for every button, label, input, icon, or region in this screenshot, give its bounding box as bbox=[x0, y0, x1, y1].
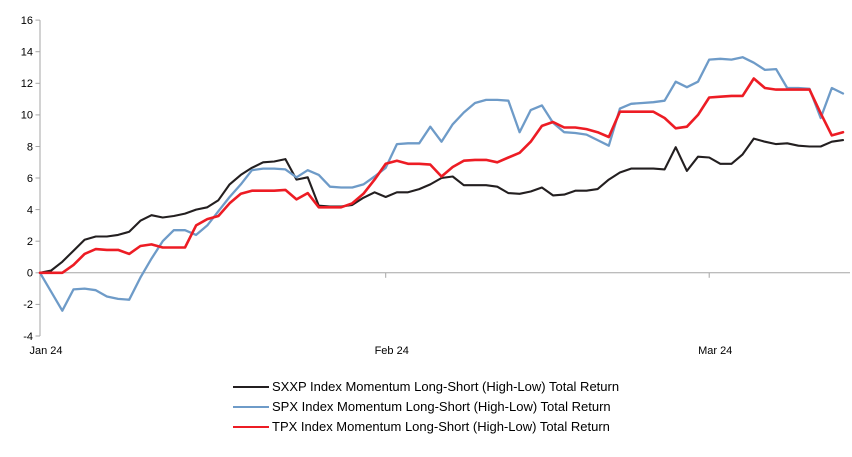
y-axis-tick-label: 12 bbox=[21, 78, 33, 90]
y-axis-tick-label: 4 bbox=[27, 204, 33, 216]
legend-label-spx: SPX Index Momentum Long-Short (High-Low)… bbox=[272, 399, 611, 414]
y-axis-tick-label: 10 bbox=[21, 110, 33, 122]
y-axis-tick-label: 16 bbox=[21, 15, 33, 27]
series-line-1 bbox=[38, 56, 845, 312]
chart-legend: SXXP Index Momentum Long-Short (High-Low… bbox=[233, 377, 619, 437]
y-axis-tick-label: -4 bbox=[23, 331, 33, 343]
legend-label-sxxp: SXXP Index Momentum Long-Short (High-Low… bbox=[272, 379, 620, 394]
y-axis: 16 14 12 10 8 6 4 2 0 -2 -4 bbox=[21, 15, 41, 343]
legend-line-swatch-sxxp bbox=[233, 386, 269, 388]
x-axis-tick-label: Feb 24 bbox=[375, 345, 409, 357]
y-axis-tick-label: 2 bbox=[27, 236, 33, 248]
legend-label-tpx: TPX Index Momentum Long-Short (High-Low)… bbox=[272, 419, 610, 434]
y-axis-tick-label: -2 bbox=[23, 299, 33, 311]
legend-item-sxxp: SXXP Index Momentum Long-Short (High-Low… bbox=[233, 377, 619, 397]
legend-line-swatch-spx bbox=[233, 406, 269, 408]
y-axis-tick-label: 0 bbox=[27, 268, 33, 280]
x-axis-tick-label: Jan 24 bbox=[29, 345, 62, 357]
x-axis-tick-label: Mar 24 bbox=[698, 345, 732, 357]
series-line-2 bbox=[38, 77, 845, 275]
y-axis-tick-label: 6 bbox=[27, 173, 33, 185]
y-axis-tick-label: 14 bbox=[21, 47, 33, 59]
y-axis-tick-label: 8 bbox=[27, 141, 33, 153]
series-line-0 bbox=[38, 137, 845, 274]
x-axis: Jan 24 Feb 24 Mar 24 bbox=[29, 272, 732, 357]
legend-item-spx: SPX Index Momentum Long-Short (High-Low)… bbox=[233, 397, 619, 417]
legend-item-tpx: TPX Index Momentum Long-Short (High-Low)… bbox=[233, 417, 619, 437]
legend-line-swatch-tpx bbox=[233, 426, 269, 428]
